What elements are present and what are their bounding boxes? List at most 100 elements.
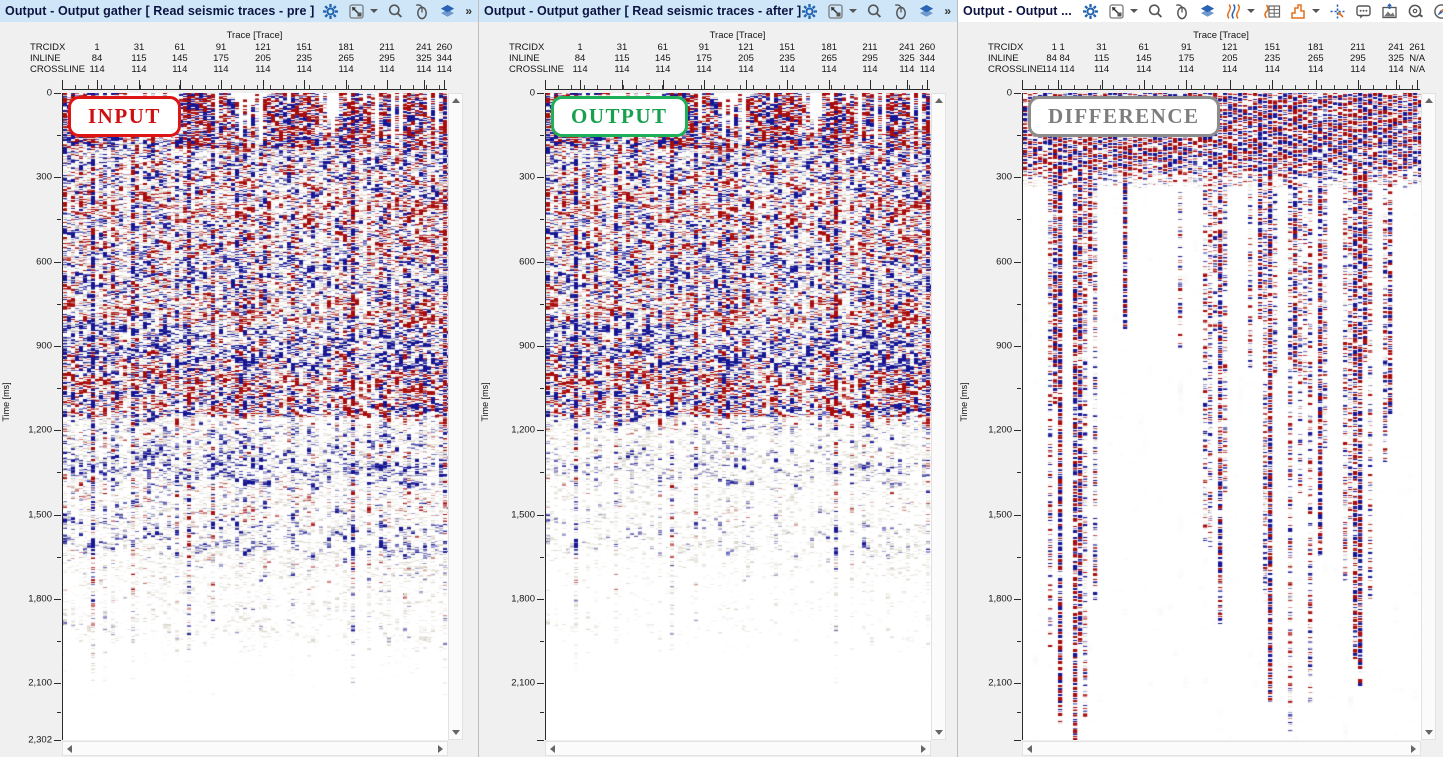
header-row-label: INLINE [30, 53, 61, 64]
crossline-value: 114 [255, 64, 271, 75]
scroll-up-icon[interactable] [1425, 98, 1433, 103]
scroll-down-icon[interactable] [1425, 730, 1433, 735]
panel-title: Output - Output ... [963, 4, 1072, 18]
time-tick-label: 300 [36, 171, 52, 183]
mouse-tools-icon[interactable] [892, 3, 909, 20]
fit-view-dropdown-icon[interactable] [849, 9, 858, 17]
export-image-icon[interactable] [1381, 2, 1398, 20]
header-row-label: INLINE [509, 53, 540, 64]
fit-view-dropdown-icon[interactable] [1130, 9, 1138, 17]
vertical-scrollbar[interactable] [448, 93, 463, 740]
horizontal-scrollbar[interactable] [545, 741, 931, 756]
fit-view-icon[interactable] [348, 3, 365, 20]
time-tick-label: 900 [36, 340, 52, 352]
trcidx-value: 61 [657, 42, 669, 53]
inline-value: 325 [898, 53, 915, 64]
trcidx-value: 1 [94, 42, 100, 53]
trcidx-value: 241 [898, 42, 915, 53]
header-row-label: CROSSLINE [30, 64, 85, 75]
scroll-right-icon[interactable] [1411, 745, 1416, 753]
crossline-value: 114 [1094, 64, 1110, 75]
panel-titlebar: Output - Output gather [ Read seismic tr… [0, 0, 478, 22]
scroll-left-icon[interactable] [67, 745, 72, 753]
scroll-down-icon[interactable] [452, 730, 460, 735]
trace-axis-ticks [62, 77, 447, 90]
zoom-icon[interactable] [387, 3, 404, 20]
scroll-left-icon[interactable] [1027, 745, 1032, 753]
crossline-value: 114 [1178, 64, 1194, 75]
scroll-up-icon[interactable] [935, 98, 943, 103]
panel-toolbar [1082, 1, 1443, 21]
time-tick-label: 600 [36, 256, 52, 268]
time-axis-label: Time [ms] [480, 382, 490, 422]
vertical-scrollbar[interactable] [1421, 93, 1436, 740]
inline-value: 145 [654, 53, 671, 64]
layers-icon[interactable] [1199, 3, 1216, 20]
scroll-right-icon[interactable] [921, 745, 926, 753]
crossline-value: 114 [1350, 64, 1366, 75]
inline-value: 145 [1135, 53, 1152, 64]
layers-icon[interactable] [439, 3, 456, 20]
wiggle-dropdown-icon[interactable] [1247, 9, 1255, 17]
inline-value: 205 [1221, 53, 1238, 64]
zoom-icon[interactable] [866, 3, 883, 20]
vertical-scrollbar[interactable] [931, 93, 946, 740]
seismic-canvas[interactable] [546, 93, 931, 740]
scroll-up-icon[interactable] [452, 98, 460, 103]
time-tick-label: 1,500 [511, 509, 535, 521]
wiggle-display-icon[interactable] [1225, 3, 1242, 20]
compass-icon[interactable] [1433, 3, 1443, 20]
inline-value: 344 [436, 53, 453, 64]
histogram-dropdown-icon[interactable] [1312, 9, 1320, 17]
fit-view-dropdown-icon[interactable] [370, 9, 379, 17]
seismic-canvas[interactable] [63, 93, 448, 740]
inline-value: 115 [614, 53, 630, 64]
horizontal-scrollbar[interactable] [1022, 741, 1421, 756]
histogram-icon[interactable] [1290, 3, 1307, 20]
mouse-tools-icon[interactable] [1173, 3, 1190, 20]
header-row-label: TRCIDX [30, 42, 66, 53]
trace-axis-title: Trace [Trace] [226, 30, 283, 41]
mouse-tools-icon[interactable] [413, 3, 430, 20]
scroll-right-icon[interactable] [438, 745, 443, 753]
trace-axis-title: Trace [Trace] [709, 30, 766, 41]
inline-value: 115 [1094, 53, 1110, 64]
time-axis-label: Time [ms] [1, 382, 11, 422]
horizontal-scrollbar[interactable] [62, 741, 448, 756]
header-row-crossline: CROSSLINE 114 114 114 114 114 114 114 114 114 114 [479, 64, 957, 75]
crosshair-icon[interactable] [1329, 3, 1346, 20]
crossline-value: 114 [296, 64, 312, 75]
trcidx-value: 91 [698, 42, 710, 53]
crossline-value: 114 [1222, 64, 1238, 75]
viewer-panel-difference: Output - Output ... Trace [Trace] TRCIDX… [958, 0, 1443, 757]
measure-icon[interactable] [1407, 3, 1424, 20]
seismic-canvas[interactable] [1023, 93, 1421, 740]
settings-gear-icon[interactable] [322, 2, 340, 20]
toolbar-overflow-icon[interactable]: » [944, 4, 951, 18]
crossline-value: 114 [436, 64, 452, 75]
scroll-down-icon[interactable] [935, 730, 943, 735]
fit-view-icon[interactable] [1108, 3, 1125, 20]
zoom-icon[interactable] [1147, 3, 1164, 20]
layers-icon[interactable] [918, 3, 935, 20]
grid-wave-icon[interactable] [1264, 3, 1281, 20]
trace-axis-ticks [545, 77, 930, 90]
header-row-crossline: CROSSLINE 114 114 114 114 114 114 114 114 114 11… [958, 64, 1443, 75]
trcidx-value: 121 [255, 42, 271, 53]
crossline-value: 114 [1264, 64, 1280, 75]
viewer-panel-output: Output - Output gather [ Read seismic tr… [479, 0, 958, 757]
header-row-inline: INLINE 84 84 115 145 175 205 235 265 295 325 N/A [958, 53, 1443, 64]
header-row-label: TRCIDX [509, 42, 545, 53]
stamp-label: INPUT [68, 96, 181, 137]
fit-view-icon[interactable] [827, 3, 844, 20]
scroll-left-icon[interactable] [550, 745, 555, 753]
stamp-label: DIFFERENCE [1028, 96, 1220, 137]
inline-value: 325 [1388, 53, 1405, 64]
trcidx-value: 181 [1307, 42, 1324, 53]
time-tick-label: 1,800 [28, 593, 52, 605]
toolbar-overflow-icon[interactable]: » [465, 4, 472, 18]
settings-gear-icon[interactable] [801, 2, 819, 20]
comment-icon[interactable] [1355, 3, 1372, 20]
settings-gear-icon[interactable] [1082, 2, 1099, 20]
inline-value: 145 [171, 53, 188, 64]
